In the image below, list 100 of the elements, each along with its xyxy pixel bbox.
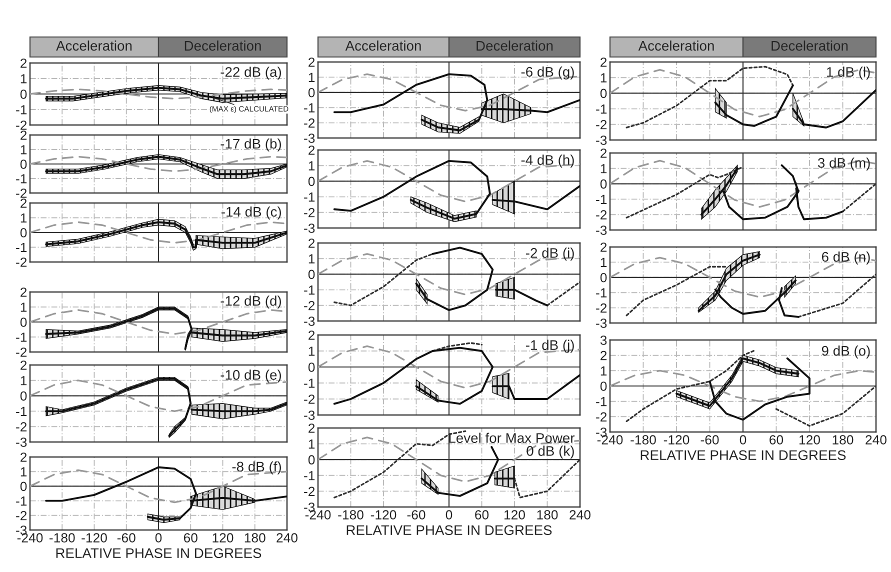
y-tick-label: 1 bbox=[308, 254, 315, 264]
x-axis-title: RELATIVE PHASE IN DEGREES bbox=[640, 450, 846, 460]
y-tick-label: 2 bbox=[308, 424, 315, 433]
y-tick-label: -1 bbox=[596, 397, 607, 406]
y-tick-label: -1 bbox=[304, 192, 315, 202]
y-tick-label: -3 bbox=[304, 502, 315, 512]
y-tick-label: 1 bbox=[20, 467, 27, 476]
chart-title: -6 dB (g) bbox=[521, 66, 574, 80]
y-tick-label: 2 bbox=[20, 288, 27, 297]
y-tick-label: -1 bbox=[304, 286, 315, 295]
y-tick-label: -3 bbox=[16, 438, 27, 447]
x-tick-label: -60 bbox=[407, 510, 426, 520]
y-tick-label: -2 bbox=[596, 303, 607, 313]
y-tick-label: 2 bbox=[308, 58, 315, 67]
y-tick-label: 2 bbox=[20, 198, 27, 208]
y-tick-label: -3 bbox=[304, 316, 315, 326]
y-tick-label: -2 bbox=[304, 486, 315, 496]
y-tick-label: 3 bbox=[600, 336, 607, 345]
x-tick-label: 0 bbox=[155, 533, 162, 542]
y-tick-label: -2 bbox=[304, 118, 315, 128]
y-tick-label: -2 bbox=[596, 120, 607, 130]
y-tick-label: -3 bbox=[596, 318, 607, 328]
y-tick-label: 0 bbox=[600, 88, 607, 98]
y-tick-label: 0 bbox=[20, 90, 27, 99]
y-tick-label: 2 bbox=[600, 58, 607, 67]
x-tick-label: -180 bbox=[630, 435, 656, 444]
y-tick-label: 2 bbox=[308, 238, 315, 248]
y-tick-label: 0 bbox=[308, 176, 315, 186]
y-tick-label: -1 bbox=[304, 471, 315, 480]
y-tick-label: -3 bbox=[596, 136, 607, 145]
y-tick-label: -3 bbox=[16, 526, 27, 535]
x-tick-label: -240 bbox=[597, 435, 623, 444]
text: Acceleration bbox=[638, 40, 714, 51]
y-tick-label: 1 bbox=[20, 376, 27, 386]
y-tick-label: -2 bbox=[596, 210, 607, 220]
y-tick-label: 2 bbox=[308, 330, 315, 340]
x-tick-label: -180 bbox=[338, 510, 364, 520]
x-tick-label: -180 bbox=[50, 533, 75, 542]
y-tick-label: -1 bbox=[16, 406, 27, 416]
y-tick-label: 1 bbox=[20, 145, 27, 154]
x-tick-label: 120 bbox=[504, 510, 525, 520]
x-tick-label: 240 bbox=[866, 435, 886, 444]
chart-title: -1 dB (j) bbox=[526, 340, 574, 353]
y-tick-label: -1 bbox=[596, 288, 607, 298]
y-tick-label: 2 bbox=[20, 58, 27, 68]
x-tick-label: 0 bbox=[740, 435, 746, 444]
text: Acceleration bbox=[345, 40, 421, 51]
y-tick-label: 1 bbox=[600, 73, 607, 82]
y-tick-label: 1 bbox=[600, 164, 607, 174]
chart-title: -12 dB (d) bbox=[220, 296, 282, 309]
y-tick-label: -3 bbox=[304, 224, 315, 233]
y-tick-label: -2 bbox=[16, 258, 27, 267]
chart-title: -10 dB (e) bbox=[220, 370, 282, 383]
y-tick-label: 2 bbox=[20, 130, 27, 140]
chart-title: -14 dB (c) bbox=[222, 206, 281, 220]
y-tick-label: 1 bbox=[600, 258, 607, 267]
y-tick-label: 2 bbox=[20, 452, 27, 462]
x-tick-label: -60 bbox=[117, 533, 136, 542]
y-tick-label: 0 bbox=[600, 272, 607, 282]
y-tick-label: 0 bbox=[20, 482, 27, 492]
y-tick-label: -1 bbox=[304, 103, 315, 112]
text: Deceleration bbox=[772, 40, 848, 51]
x-axis-title: RELATIVE PHASE IN DEGREES bbox=[56, 548, 262, 558]
y-tick-label: -3 bbox=[304, 134, 315, 143]
y-tick-label: -3 bbox=[596, 428, 607, 437]
y-tick-label: 2 bbox=[308, 146, 315, 155]
x-tick-label: 60 bbox=[770, 435, 784, 444]
text: Deceleration bbox=[476, 40, 553, 51]
y-tick-label: 0 bbox=[20, 228, 27, 238]
chart-title: 9 dB (o) bbox=[822, 346, 870, 358]
x-tick-label: 180 bbox=[244, 533, 266, 542]
y-tick-label: 1 bbox=[600, 366, 607, 376]
x-tick-label: -120 bbox=[82, 533, 107, 542]
chart-title: 6 dB (n) bbox=[822, 252, 870, 264]
x-tick-label: 240 bbox=[276, 533, 298, 542]
y-tick-label: -1 bbox=[596, 194, 607, 204]
x-tick-label: 120 bbox=[800, 435, 820, 444]
y-tick-label: 0 bbox=[308, 362, 315, 372]
y-tick-label: -2 bbox=[304, 300, 315, 310]
y-tick-label: -2 bbox=[16, 348, 27, 357]
y-tick-label: 1 bbox=[308, 346, 315, 356]
y-tick-label: 2 bbox=[600, 350, 607, 360]
chart-title: 1 dB (l) bbox=[826, 66, 870, 80]
y-tick-label: 0 bbox=[308, 455, 315, 465]
chart-title: 3 dB (m) bbox=[818, 158, 870, 171]
y-tick-label: -2 bbox=[16, 120, 27, 130]
x-tick-label: 60 bbox=[475, 510, 489, 520]
chart-title: -17 dB (b) bbox=[220, 138, 282, 152]
x-tick-label: -60 bbox=[700, 435, 719, 444]
y-tick-label: -3 bbox=[596, 226, 607, 235]
y-tick-label: 2 bbox=[600, 242, 607, 252]
y-tick-label: 0 bbox=[308, 270, 315, 280]
y-tick-label: 2 bbox=[600, 148, 607, 158]
y-tick-label: -2 bbox=[16, 188, 27, 198]
chart-title: -4 dB (h) bbox=[521, 154, 574, 168]
y-tick-label: -1 bbox=[16, 174, 27, 184]
x-tick-label: -120 bbox=[664, 435, 690, 444]
y-tick-label: -3 bbox=[304, 410, 315, 420]
x-tick-label: 240 bbox=[570, 510, 590, 520]
y-tick-label: -1 bbox=[16, 496, 27, 506]
